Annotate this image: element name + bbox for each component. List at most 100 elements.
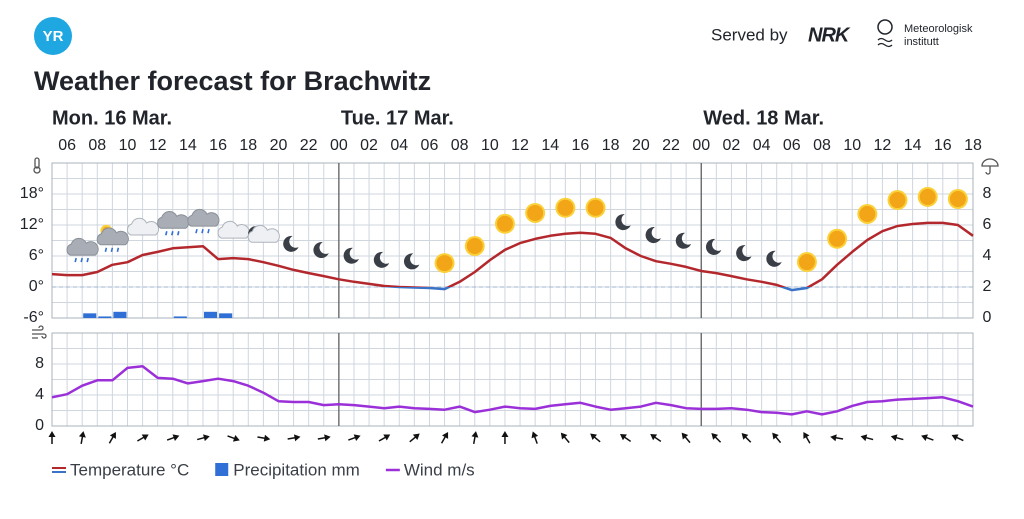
x-tick-label: 20 [270,137,288,154]
weather-icon [403,253,420,270]
arrow-head [232,435,240,442]
drop [171,231,174,236]
wind-arrow [348,434,361,441]
x-tick-label: 12 [511,137,529,154]
drop [80,257,83,263]
wind-icon [32,325,47,339]
arrow-head [172,434,180,441]
precip-bar [173,316,187,318]
arrow-head [109,431,116,439]
arrow-head [860,434,868,442]
x-tick-label: 00 [692,137,710,154]
precip-bar [113,311,127,318]
sun-core [527,204,544,221]
wind-arrow [890,434,904,442]
x-tick-label: 08 [88,137,106,154]
cloud [247,224,280,243]
weather-icon [675,232,692,249]
arrow-head [921,434,928,441]
day-label: Wed. 18 Mar. [703,107,824,129]
y-tick-label: 18° [20,185,44,202]
moon [313,242,329,259]
weather-icon [96,224,129,252]
precip-bar [203,311,218,318]
x-tick-label: 02 [360,137,378,154]
arrow-head [78,431,86,438]
arrow-head [590,433,598,441]
y-tick-label: 12° [20,216,44,233]
weather-icon [615,214,631,231]
drop [195,228,198,234]
arrow-head [951,434,959,441]
sun-core [919,188,936,205]
met-logo-circle [877,19,893,35]
drop [165,231,168,236]
wind-arrow [650,433,662,443]
x-tick-label: 06 [58,137,76,154]
sun-core [466,238,483,255]
x-tick-label: 10 [119,137,137,154]
wind-arrow [711,433,722,443]
met-name: Meteorologisk [904,23,973,35]
cloud [217,220,250,239]
weather-icon [736,245,752,262]
x-tick-label: 20 [632,137,650,154]
arrow-head [501,431,509,437]
x-tick-label: 14 [179,137,197,154]
y2-tick-label: 2 [983,278,992,295]
thermometer-icon [33,157,41,174]
x-tick-label: 14 [904,137,922,154]
umbrella-icon [981,158,999,175]
arrow-head [830,434,837,442]
plot-frame [51,162,974,319]
weather-icon [705,238,722,255]
met-logo-waves [877,37,893,48]
arrow-head [203,434,210,442]
arrow-head [442,431,449,439]
weather-icon [555,197,576,218]
yr-logo-circle [34,17,72,55]
legend-swatch [215,463,229,476]
sun-core [949,191,966,207]
weather-icon [585,197,606,218]
wind-arrow [48,431,56,444]
moon [645,227,661,244]
wind-arrow [501,431,509,444]
arrow-head [531,431,539,439]
weather-icon [283,235,299,252]
x-tick-label: 16 [209,137,227,154]
weather-icon [645,227,661,244]
wind-arrow [471,431,479,445]
arrow-head [803,431,810,439]
weather-icon [947,189,968,209]
y-tick-label: 0° [29,278,44,295]
met-name: institutt [904,36,939,48]
served-by: Served by [711,25,788,44]
moon [736,245,752,262]
wind-arrow [227,435,240,442]
x-tick-label: 06 [783,137,801,154]
arrow-head [353,434,361,441]
arrow-head [741,433,749,440]
weather-icon [494,213,515,234]
y2-tick-label: 4 [983,247,992,264]
x-tick-label: 04 [390,137,408,154]
weather-icon [187,208,220,234]
drop [110,247,114,252]
sun-core [889,192,906,209]
weather-icon [766,250,782,267]
drop [86,257,89,263]
drop [74,257,77,263]
y-tick-label: -6° [23,309,44,326]
y-tick-label: 0 [35,417,44,434]
precip-bar [83,313,97,318]
moon [403,253,420,270]
drop [116,247,120,252]
weather-icon [857,203,878,224]
moon [705,238,722,255]
wind-arrow [741,433,752,443]
arrow-head [412,433,420,441]
wind-arrow [257,434,271,442]
sun-core [557,199,574,216]
